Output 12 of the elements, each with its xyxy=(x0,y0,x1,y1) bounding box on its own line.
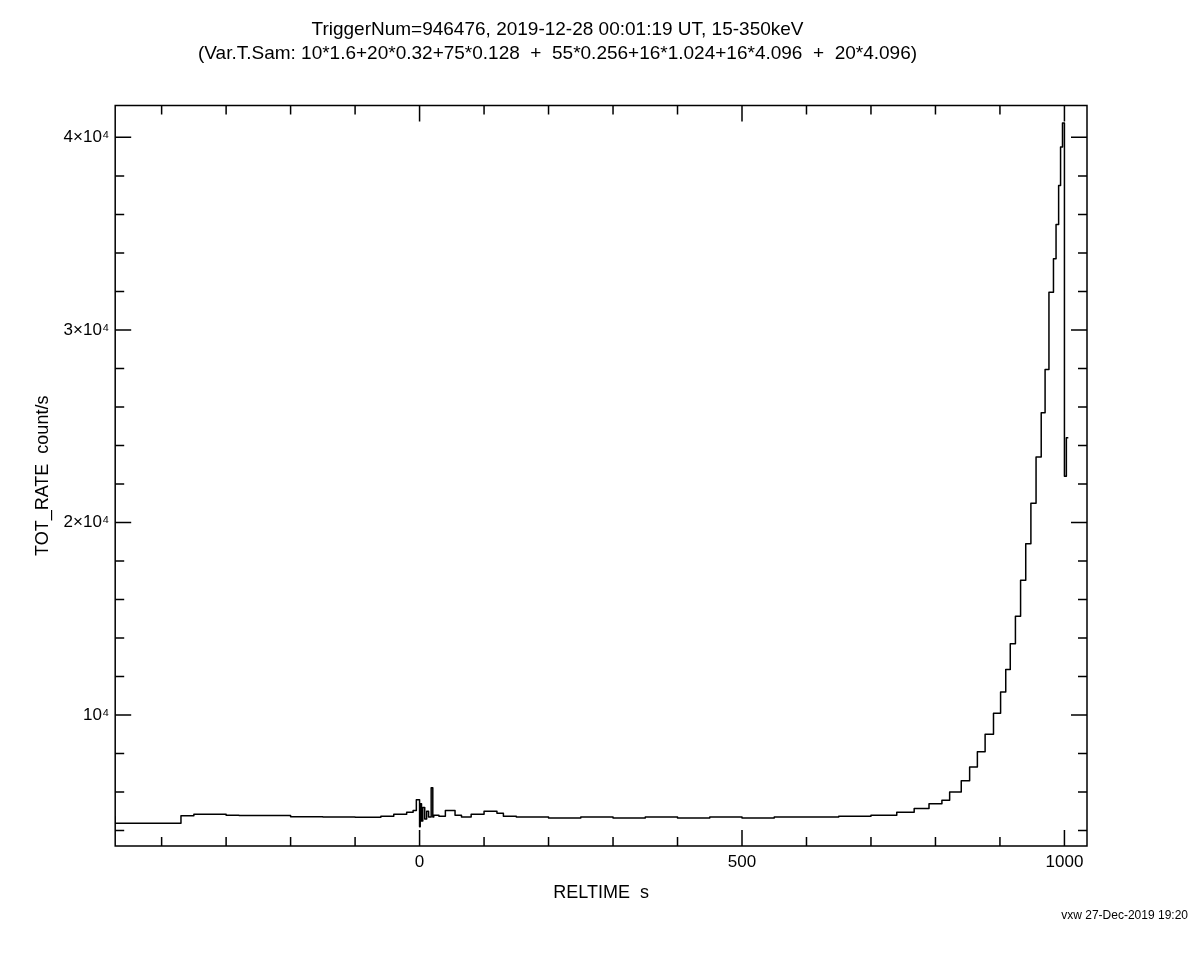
y-tick-label: 10⁴ xyxy=(82,704,110,724)
y-tick-label: 4×10⁴ xyxy=(63,127,110,147)
chart-subtitle: (Var.T.Sam: 10*1.6+20*0.32+75*0.128 + 55*0.256+16*1.024+16*4.096 + 20*4.096) xyxy=(197,42,918,64)
x-axis-title: RELTIME s xyxy=(553,882,649,903)
x-tick-label: 0 xyxy=(414,851,425,871)
x-tick-label: 500 xyxy=(727,851,757,871)
y-tick-label: 2×10⁴ xyxy=(63,512,110,532)
y-tick-label: 3×10⁴ xyxy=(63,319,110,339)
text: vxw 27-Dec-2019 19:20 xyxy=(1060,908,1189,922)
chart-title: TriggerNum=946476, 2019-12-28 00:01:19 UT, 15-350keV xyxy=(311,17,804,39)
x-tick-label: 1000 xyxy=(1045,851,1084,871)
y-axis-title: TOT_RATE count/s xyxy=(31,395,53,556)
